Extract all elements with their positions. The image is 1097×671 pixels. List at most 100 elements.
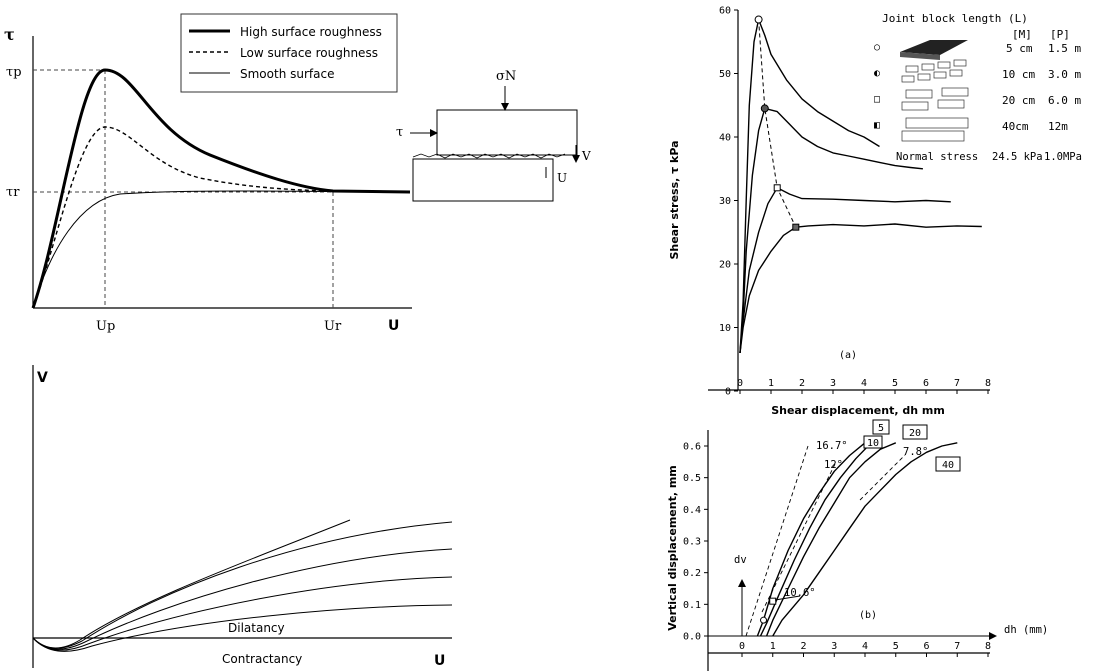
dilation-curve-1 bbox=[32, 519, 351, 649]
chart-b-ytick-label-3: 0.3 bbox=[683, 537, 701, 548]
chart-a-xtick-label-1: 1 bbox=[768, 378, 774, 389]
chart-a-ytick-label-1: 10 bbox=[719, 323, 731, 334]
chart-a-xtick-label-8: 8 bbox=[985, 378, 991, 389]
chart-a-series-3 bbox=[739, 223, 982, 353]
chart-b-panel: Vertical displacement, mm dh (mm) dv (b)… bbox=[666, 419, 1048, 671]
tangent-7-8-line bbox=[859, 454, 906, 501]
chart-b-x-label: dh (mm) bbox=[1004, 624, 1048, 636]
chart-b-xtick-label-4: 4 bbox=[862, 641, 868, 652]
chart-b-ytick-label-2: 0.2 bbox=[683, 568, 701, 579]
chart-a-series-0 bbox=[739, 18, 880, 353]
chart-a-xtick-label-0: 0 bbox=[737, 378, 743, 389]
chart-b-series-3 bbox=[772, 442, 958, 637]
legend-a-marker-0: ○ bbox=[874, 42, 880, 53]
legend-a-m-1: 10 cm bbox=[1002, 68, 1035, 81]
dilation-curve-5 bbox=[32, 604, 453, 652]
chart-b-series-2 bbox=[765, 442, 897, 637]
chart-a-xtick-label-7: 7 bbox=[954, 378, 960, 389]
chart-a-xtick-label-5: 5 bbox=[892, 378, 898, 389]
chart-a-ticks: 0 1 2 3 4 5 6 7 8 0 10 20 30 40 50 60 bbox=[719, 6, 991, 398]
svg-text:5: 5 bbox=[878, 423, 884, 434]
dilation-curve-4 bbox=[32, 576, 453, 651]
legend-a-marker-3: ◧ bbox=[874, 120, 880, 131]
angle-label-7-8: 7.8° bbox=[903, 446, 928, 458]
block-sketch-40cm bbox=[901, 117, 969, 142]
tau-r-tick: τr bbox=[6, 185, 20, 200]
dilatancy-label: Dilatancy bbox=[228, 621, 285, 635]
chart-a-peak-marker-1 bbox=[760, 104, 769, 113]
legend-a-header-m: [M] bbox=[1012, 28, 1032, 41]
joint-roughness-line bbox=[412, 153, 566, 159]
high-roughness-curve bbox=[31, 68, 411, 309]
chart-b-ytick-label-5: 0.5 bbox=[683, 473, 701, 484]
smooth-surface-curve bbox=[32, 190, 411, 309]
legend-a-m-0: 5 cm bbox=[1006, 42, 1033, 55]
chart-a-ytick-label-0: 0 bbox=[725, 387, 731, 398]
legend-a-m-2: 20 cm bbox=[1002, 94, 1035, 107]
chart-a-xtick-label-4: 4 bbox=[861, 378, 867, 389]
chart-a-ytick-label-5: 50 bbox=[719, 69, 731, 80]
block-sketch-5cm bbox=[900, 40, 968, 60]
contractancy-label: Contractancy bbox=[222, 652, 302, 666]
dilation-x-label: U bbox=[434, 653, 445, 669]
svg-text:40: 40 bbox=[942, 460, 954, 471]
chart-b-annotation: (b) bbox=[859, 610, 877, 621]
chart-a-y-label: Shear stress, τ kPa bbox=[668, 140, 681, 259]
tangent-10-6-line bbox=[774, 595, 801, 601]
shear-box-inset: σN τ V U bbox=[396, 69, 591, 202]
chart-b-xtick-label-3: 3 bbox=[831, 641, 837, 652]
low-roughness-curve bbox=[32, 126, 411, 309]
angle-label-10-6: 10.6° bbox=[784, 587, 816, 599]
chart-b-xtick-label-8: 8 bbox=[985, 641, 991, 652]
series-box-10: 10 bbox=[863, 435, 883, 449]
chart-b-xtick-label-0: 0 bbox=[739, 641, 745, 652]
block-sketch-10cm bbox=[901, 59, 967, 83]
tangent-16-7-line bbox=[745, 445, 809, 637]
chart-a-x-label: Shear displacement, dh mm bbox=[771, 404, 945, 417]
vertical-disp-symbol: V bbox=[581, 149, 591, 163]
chart-b-ytick-label-4: 0.4 bbox=[683, 505, 701, 516]
series-box-5: 5 bbox=[872, 419, 890, 435]
dilation-model-panel: V U Dilatancy Contractancy bbox=[32, 365, 453, 669]
chart-a-ytick-label-4: 40 bbox=[719, 133, 731, 144]
chart-b-xtick-label-5: 5 bbox=[893, 641, 899, 652]
legend-a-p-3: 12m bbox=[1048, 120, 1068, 133]
chart-b-ytick-label-6: 0.6 bbox=[683, 442, 701, 453]
shear-model-x-label: U bbox=[388, 318, 399, 334]
angle-label-16-7: 16.7° bbox=[816, 440, 848, 452]
chart-a-peak-marker-3 bbox=[792, 223, 800, 231]
ur-tick: Ur bbox=[324, 319, 342, 334]
legend-a-p-1: 3.0 m bbox=[1048, 68, 1081, 81]
chart-a-series bbox=[739, 15, 982, 353]
legend-a-header-p: [P] bbox=[1050, 28, 1070, 41]
chart-a-series-2 bbox=[739, 187, 951, 353]
tau-p-tick: τp bbox=[6, 65, 22, 80]
chart-b-y-label: Vertical displacement, mm bbox=[666, 465, 679, 631]
legend-a-m-3: 40cm bbox=[1002, 120, 1029, 133]
legend-label-low: Low surface roughness bbox=[240, 46, 378, 60]
legend-a-p-0: 1.5 m bbox=[1048, 42, 1081, 55]
chart-b-series bbox=[756, 439, 958, 637]
series-box-20: 20 bbox=[902, 424, 928, 440]
chart-b-series-0 bbox=[756, 439, 872, 637]
legend-a-normal-stress-label: Normal stress bbox=[896, 151, 978, 163]
chart-a-xtick-label-2: 2 bbox=[799, 378, 805, 389]
chart-a-ytick-label-2: 20 bbox=[719, 260, 731, 271]
chart-b-xtick-label-1: 1 bbox=[770, 641, 776, 652]
dilation-curve-2 bbox=[32, 521, 453, 649]
legend-a-normal-stress-m: 24.5 kPa bbox=[992, 151, 1043, 163]
normal-stress-symbol: σN bbox=[496, 69, 516, 84]
chart-a-panel: Shear stress, τ kPa Shear displacement, … bbox=[668, 6, 1082, 418]
legend-label-smooth: Smooth surface bbox=[240, 67, 334, 81]
legend-label-high: High surface roughness bbox=[240, 25, 382, 39]
legend-a-marker-1: ◐ bbox=[874, 68, 880, 79]
svg-text:20: 20 bbox=[909, 428, 921, 439]
chart-b-xtick-label-2: 2 bbox=[800, 641, 806, 652]
chart-a-annotation: (a) bbox=[839, 350, 857, 361]
legend-a-title: Joint block length (L) bbox=[882, 12, 1028, 25]
horizontal-disp-symbol: U bbox=[557, 171, 567, 185]
up-tick: Up bbox=[96, 319, 115, 334]
legend-a-normal-stress-p: 1.0MPa bbox=[1044, 151, 1082, 163]
dilation-y-label: V bbox=[37, 370, 48, 386]
